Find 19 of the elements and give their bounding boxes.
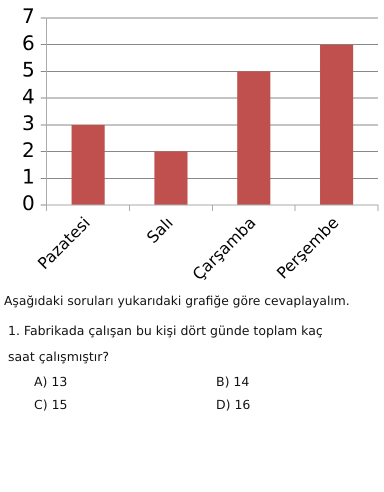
y-tick-label: 6 bbox=[22, 30, 35, 55]
y-tick-label: 7 bbox=[22, 4, 35, 28]
text: C) 15 bbox=[34, 397, 68, 412]
y-tick-label: 2 bbox=[22, 138, 35, 162]
text: 1. Fabrikada çalışan bu kişi dört günde toplam kaç saat çalışmıştır? bbox=[8, 322, 324, 366]
bar bbox=[154, 152, 188, 204]
bar bbox=[320, 44, 354, 204]
bar bbox=[72, 124, 105, 204]
y-tick-label: 5 bbox=[22, 58, 35, 82]
bar bbox=[237, 71, 270, 204]
text: D) 16 bbox=[216, 397, 252, 412]
x-tick-label: Salı bbox=[142, 213, 177, 247]
y-tick-label: 1 bbox=[22, 164, 35, 188]
text: A) 13 bbox=[34, 374, 68, 389]
y-tick-label: 4 bbox=[22, 84, 35, 108]
y-tick-label: 0 bbox=[22, 191, 35, 216]
y-tick-label: 3 bbox=[22, 111, 35, 136]
text: Aşağıdaki soruları yukarıdaki grafiğe göre cevaplayalım. bbox=[4, 294, 351, 308]
text: B) 14 bbox=[216, 374, 250, 389]
